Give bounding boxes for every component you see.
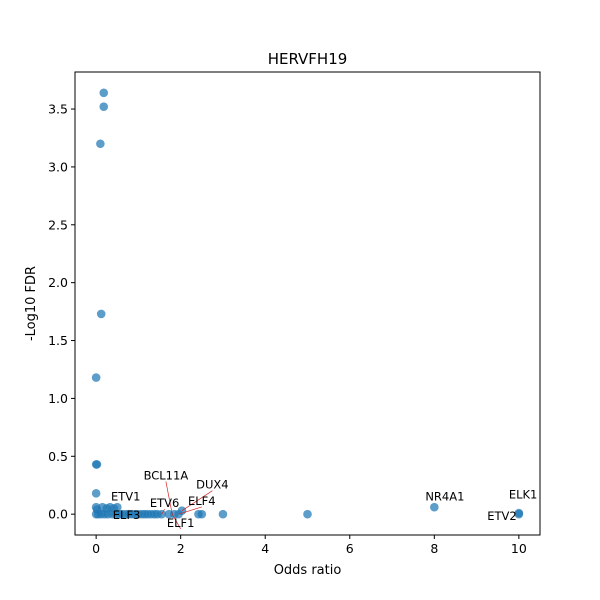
data-point xyxy=(218,509,228,519)
y-axis-label: -Log10 FDR xyxy=(24,266,39,341)
annotation-leader-line xyxy=(171,513,181,530)
y-tick-label: 2.0 xyxy=(48,275,68,290)
data-point xyxy=(96,139,105,149)
annotation-leader-line xyxy=(161,509,165,515)
annotation-label: ETV6 xyxy=(150,496,179,510)
data-point xyxy=(303,509,312,519)
plot-frame xyxy=(74,71,541,536)
annotation-label: ELK1 xyxy=(509,488,538,502)
annotation-label: ELF1 xyxy=(167,516,195,530)
data-point xyxy=(197,509,207,519)
data-point xyxy=(112,502,122,512)
data-point xyxy=(91,489,101,498)
annotation-leader-line xyxy=(178,506,202,515)
annotation-label: BCL11A xyxy=(144,468,189,482)
data-point xyxy=(514,508,524,518)
annotation-label: ELF4 xyxy=(188,494,216,508)
data-point xyxy=(92,460,102,469)
data-point xyxy=(99,88,109,98)
annotation-label: ETV2 xyxy=(487,509,516,523)
annotation-leader-line xyxy=(165,481,173,515)
y-tick-label: 1.0 xyxy=(48,391,68,406)
chart-title: HERVFH19 xyxy=(268,50,348,68)
data-point xyxy=(430,502,439,512)
y-tick-label: 0.0 xyxy=(48,507,68,522)
data-point xyxy=(96,309,106,319)
y-tick-label: 3.0 xyxy=(48,159,68,174)
annotation-label: DUX4 xyxy=(196,478,228,492)
x-tick-label: 8 xyxy=(430,541,438,556)
x-axis-label: Odds ratio xyxy=(274,563,342,578)
annotation-label: NR4A1 xyxy=(425,489,464,503)
annotations-layer: ELK1 ETV2 NR4A1 DUX4 ELF4 BCL11A ETV6 ELF1 ETV1 E… xyxy=(111,468,537,529)
x-tick-label: 4 xyxy=(261,541,269,556)
annotation-label: ELF3 xyxy=(113,508,141,522)
data-point xyxy=(99,102,109,112)
points-layer xyxy=(91,88,524,519)
y-axis: 0.0 0.5 1.0 1.5 2.0 2.5 3.0 3.5 xyxy=(48,102,75,522)
x-tick-label: 0 xyxy=(92,541,100,556)
x-tick-label: 10 xyxy=(511,541,527,556)
y-tick-label: 0.5 xyxy=(48,449,68,464)
x-tick-label: 6 xyxy=(346,541,354,556)
x-tick-label: 2 xyxy=(177,541,185,556)
annotation-label: ETV1 xyxy=(111,489,140,503)
y-tick-label: 1.5 xyxy=(48,333,68,348)
x-axis: 0 2 4 6 8 10 xyxy=(92,535,527,556)
y-tick-label: 2.5 xyxy=(48,217,68,232)
data-point xyxy=(91,373,101,382)
annotation-leader-line xyxy=(181,490,213,511)
y-tick-label: 3.5 xyxy=(48,102,68,117)
